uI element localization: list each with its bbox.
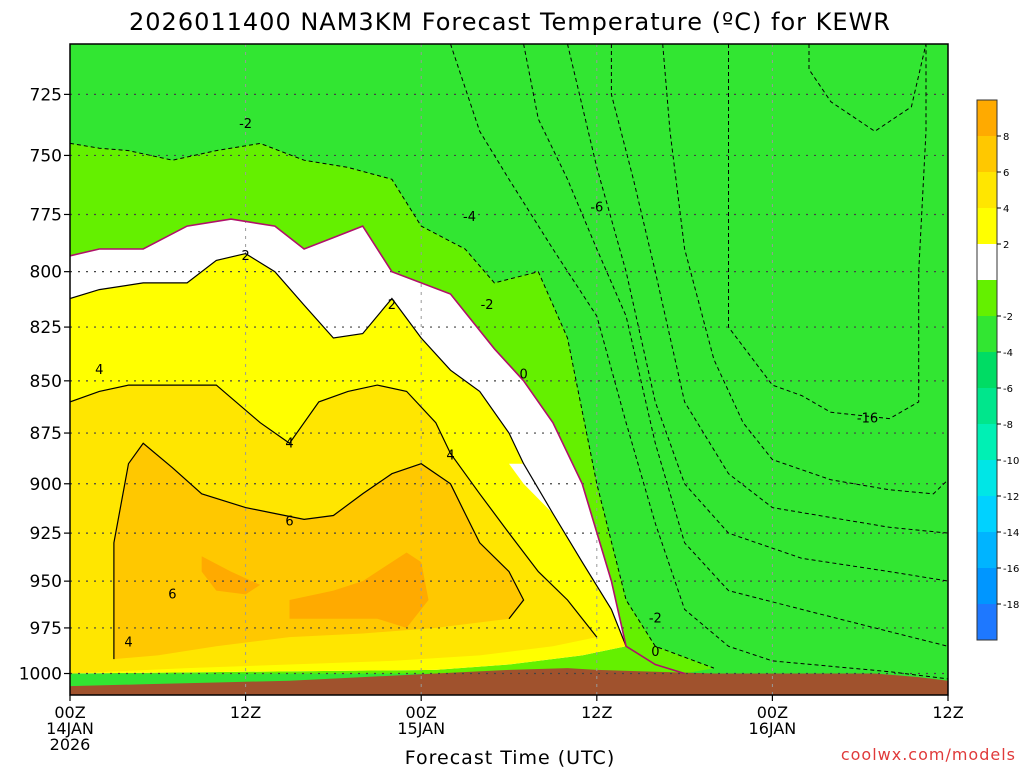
colorbar-label: 4 [1003,204,1009,215]
filled-contours [70,44,948,695]
colorbar-frame [976,99,998,641]
positive-contour-line [70,252,627,647]
colorbar-swatch [977,172,997,208]
contour-label: 4 [95,363,103,378]
x-tick-label: 12Z [230,703,261,722]
y-tick-label: 800 [30,263,62,283]
colorbar-label: -16 [1003,564,1019,575]
negative-contour-line [567,44,948,582]
colorbar-swatch [977,388,997,424]
colorbar: -18 -16 -14 -12 -10 -8 -6 -4 -2 2 4 6 8 [976,99,1019,641]
colorbar-swatch [977,316,997,352]
x-axis-label: Forecast Time (UTC) [405,747,615,768]
y-axis: 725 750 775 800 825 850 875 900 925 950 975 1000 [19,85,70,685]
contour-lines-inner [70,44,948,680]
x-tick-label: 2026 [50,735,91,754]
colorbar-label: -4 [1003,348,1013,359]
colorbar-label: -14 [1003,528,1019,539]
negative-contour-line [523,44,948,647]
y-tick-label: 975 [30,619,62,639]
contour-label: -16 [857,412,878,427]
negative-contour-line [450,44,948,680]
colorbar-swatch [977,532,997,568]
colorbar-swatch [977,208,997,244]
x-tick-label: 00Z [54,703,85,722]
contour-label: 2 [388,298,396,313]
negative-contour-line [662,44,948,495]
temperature-region [289,552,429,628]
y-tick-label: 925 [30,524,62,544]
freezing-line [70,218,685,675]
contour-labels: -2 -4 -6 2 2 -2 0 4 4 4 6 6 4 -2 0 -16 [95,117,878,660]
y-tick-label: 900 [30,475,62,495]
contour-label: -4 [463,210,476,225]
contour-label: -2 [481,298,494,313]
contour-label: 6 [168,587,176,602]
colorbar-swatch [977,280,997,316]
y-tick-label: 750 [30,146,62,166]
x-tick-label: 12Z [932,703,963,722]
x-tick-label: 00Z [406,703,437,722]
x-tick-label: 14JAN [46,719,94,738]
colorbar-swatch [977,244,997,280]
y-tick-label: 950 [30,572,62,592]
negative-contour-line [728,44,927,420]
contour-label: 4 [446,449,454,464]
y-tick-label: 850 [30,372,62,392]
x-tick-label: 12Z [581,703,612,722]
colorbar-label: -10 [1003,456,1019,467]
contour-label: -2 [649,612,662,627]
colorbar-swatch [977,496,997,532]
y-tick-label: 875 [30,424,62,444]
colorbar-label: 2 [1003,240,1009,251]
temperature-region [201,556,261,595]
contour-label: 2 [241,249,249,264]
colorbar-swatch [977,352,997,388]
x-tick-label: 00Z [757,703,788,722]
plot-area [70,44,948,695]
positive-contour-line [113,442,525,660]
colorbar-label: -2 [1003,312,1013,323]
credit-text: coolwx.com/models [841,745,1016,764]
colorbar-label: -6 [1003,384,1013,395]
y-tick-label: 725 [30,85,62,105]
contour-label: 4 [285,436,293,451]
colorbar-label: -8 [1003,420,1013,431]
x-tick-label: 15JAN [397,719,445,738]
colorbar-label: -12 [1003,492,1019,503]
plot-frame [69,43,949,696]
y-tick-label: 1000 [19,665,62,685]
colorbar-swatch [977,100,997,136]
negative-contour-line [808,44,927,132]
colorbar-swatch [977,460,997,496]
contour-label: 0 [519,367,527,382]
colorbar-swatch [977,568,997,604]
y-tick-label: 775 [30,205,62,225]
positive-contour-line [70,384,598,638]
terrain [70,668,948,695]
colorbar-label: 6 [1003,168,1009,179]
contour-label: 4 [124,636,132,651]
contour-lines [69,43,949,696]
contour-label: 6 [285,514,293,529]
y-tick-label: 825 [30,318,62,338]
colorbar-swatch [977,604,997,640]
temperature-region [70,44,948,681]
colorbar-label: 8 [1003,132,1009,143]
x-tick-label: 16JAN [749,719,797,738]
contour-label: 0 [651,645,659,660]
negative-contour-line [70,142,715,669]
colorbar-swatch [977,424,997,460]
chart-title: 2026011400 NAM3KM Forecast Temperature (… [129,8,891,36]
colorbar-label: -18 [1003,600,1019,611]
contour-label: -2 [239,117,252,132]
contour-label: -6 [590,200,603,215]
colorbar-swatch [977,136,997,172]
negative-contour-line [610,44,948,534]
